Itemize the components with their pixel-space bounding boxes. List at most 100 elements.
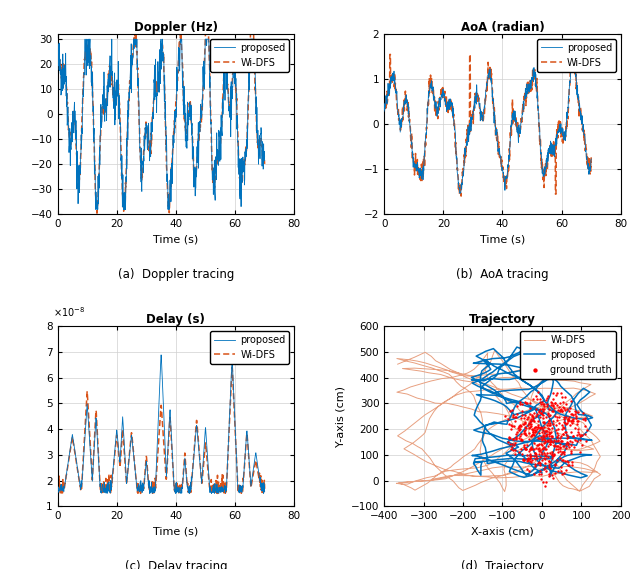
ground truth bbox=[554, 402, 564, 411]
ground truth bbox=[567, 461, 577, 470]
ground truth bbox=[562, 438, 572, 447]
ground truth bbox=[510, 417, 520, 426]
ground truth bbox=[567, 438, 577, 447]
ground truth bbox=[528, 429, 538, 438]
ground truth bbox=[551, 420, 561, 430]
ground truth bbox=[526, 414, 536, 423]
ground truth bbox=[554, 419, 564, 428]
ground truth bbox=[540, 401, 550, 410]
proposed bbox=[499, 401, 507, 408]
ground truth bbox=[550, 411, 560, 420]
ground truth bbox=[532, 459, 543, 468]
ground truth bbox=[540, 445, 550, 454]
ground truth bbox=[559, 414, 569, 423]
ground truth bbox=[529, 452, 539, 461]
ground truth bbox=[538, 400, 548, 409]
ground truth bbox=[539, 435, 549, 444]
ground truth bbox=[571, 411, 581, 420]
Wi-DFS bbox=[501, 488, 509, 495]
ground truth bbox=[532, 434, 543, 443]
ground truth bbox=[519, 440, 529, 450]
proposed bbox=[211, 197, 219, 204]
ground truth bbox=[524, 454, 534, 463]
ground truth bbox=[550, 399, 560, 408]
ground truth bbox=[528, 428, 538, 437]
ground truth bbox=[558, 422, 568, 431]
ground truth bbox=[548, 441, 559, 450]
ground truth bbox=[557, 436, 567, 445]
Wi-DFS bbox=[186, 490, 193, 497]
Wi-DFS bbox=[180, 98, 188, 105]
ground truth bbox=[541, 394, 552, 403]
ground truth bbox=[553, 405, 563, 414]
ground truth bbox=[525, 444, 535, 453]
ground truth bbox=[547, 424, 557, 433]
ground truth bbox=[540, 428, 550, 438]
Wi-DFS bbox=[174, 486, 182, 493]
ground truth bbox=[506, 444, 516, 453]
Wi-DFS bbox=[527, 363, 534, 370]
ground truth bbox=[555, 440, 565, 449]
ground truth bbox=[515, 431, 525, 440]
ground truth bbox=[555, 433, 565, 442]
ground truth bbox=[530, 460, 540, 469]
ground truth bbox=[550, 459, 560, 468]
Line: Wi-DFS: Wi-DFS bbox=[58, 9, 265, 213]
ground truth bbox=[547, 406, 557, 415]
ground truth bbox=[513, 423, 523, 432]
ground truth bbox=[547, 407, 557, 416]
ground truth bbox=[577, 409, 588, 418]
Line: Wi-DFS: Wi-DFS bbox=[58, 367, 265, 493]
Wi-DFS bbox=[393, 100, 401, 107]
ground truth bbox=[531, 391, 541, 401]
ground truth bbox=[541, 420, 552, 430]
ground truth bbox=[540, 438, 550, 447]
ground truth bbox=[519, 427, 529, 436]
ground truth bbox=[525, 417, 536, 426]
ground truth bbox=[534, 450, 545, 459]
ground truth bbox=[544, 428, 554, 437]
ground truth bbox=[520, 443, 530, 452]
ground truth bbox=[504, 406, 515, 415]
ground truth bbox=[535, 452, 545, 461]
Wi-DFS bbox=[491, 347, 499, 353]
ground truth bbox=[518, 455, 528, 464]
ground truth bbox=[548, 394, 558, 403]
ground truth bbox=[522, 440, 532, 450]
ground truth bbox=[531, 427, 541, 436]
ground truth bbox=[556, 470, 566, 479]
ground truth bbox=[536, 450, 547, 459]
Wi-DFS bbox=[488, 379, 495, 386]
proposed bbox=[175, 486, 182, 493]
ground truth bbox=[572, 436, 582, 445]
ground truth bbox=[530, 449, 540, 458]
ground truth bbox=[531, 450, 541, 459]
ground truth bbox=[572, 419, 582, 428]
ground truth bbox=[526, 451, 536, 460]
ground truth bbox=[580, 415, 590, 424]
ground truth bbox=[543, 436, 554, 446]
ground truth bbox=[562, 434, 572, 443]
ground truth bbox=[555, 398, 565, 407]
ground truth bbox=[553, 441, 563, 450]
proposed bbox=[580, 431, 588, 438]
ground truth bbox=[563, 415, 573, 424]
proposed bbox=[172, 490, 180, 497]
ground truth bbox=[567, 410, 577, 419]
ground truth bbox=[526, 458, 536, 467]
ground truth bbox=[556, 467, 566, 476]
ground truth bbox=[537, 405, 547, 414]
proposed bbox=[180, 466, 188, 473]
ground truth bbox=[529, 416, 540, 425]
ground truth bbox=[546, 432, 556, 441]
ground truth bbox=[527, 411, 538, 420]
Line: Wi-DFS: Wi-DFS bbox=[396, 350, 600, 492]
ground truth bbox=[558, 403, 568, 412]
proposed bbox=[186, 103, 194, 110]
ground truth bbox=[543, 441, 553, 450]
ground truth bbox=[526, 445, 536, 454]
ground truth bbox=[554, 435, 564, 444]
ground truth bbox=[547, 398, 557, 407]
ground truth bbox=[567, 419, 577, 428]
ground truth bbox=[548, 402, 559, 411]
